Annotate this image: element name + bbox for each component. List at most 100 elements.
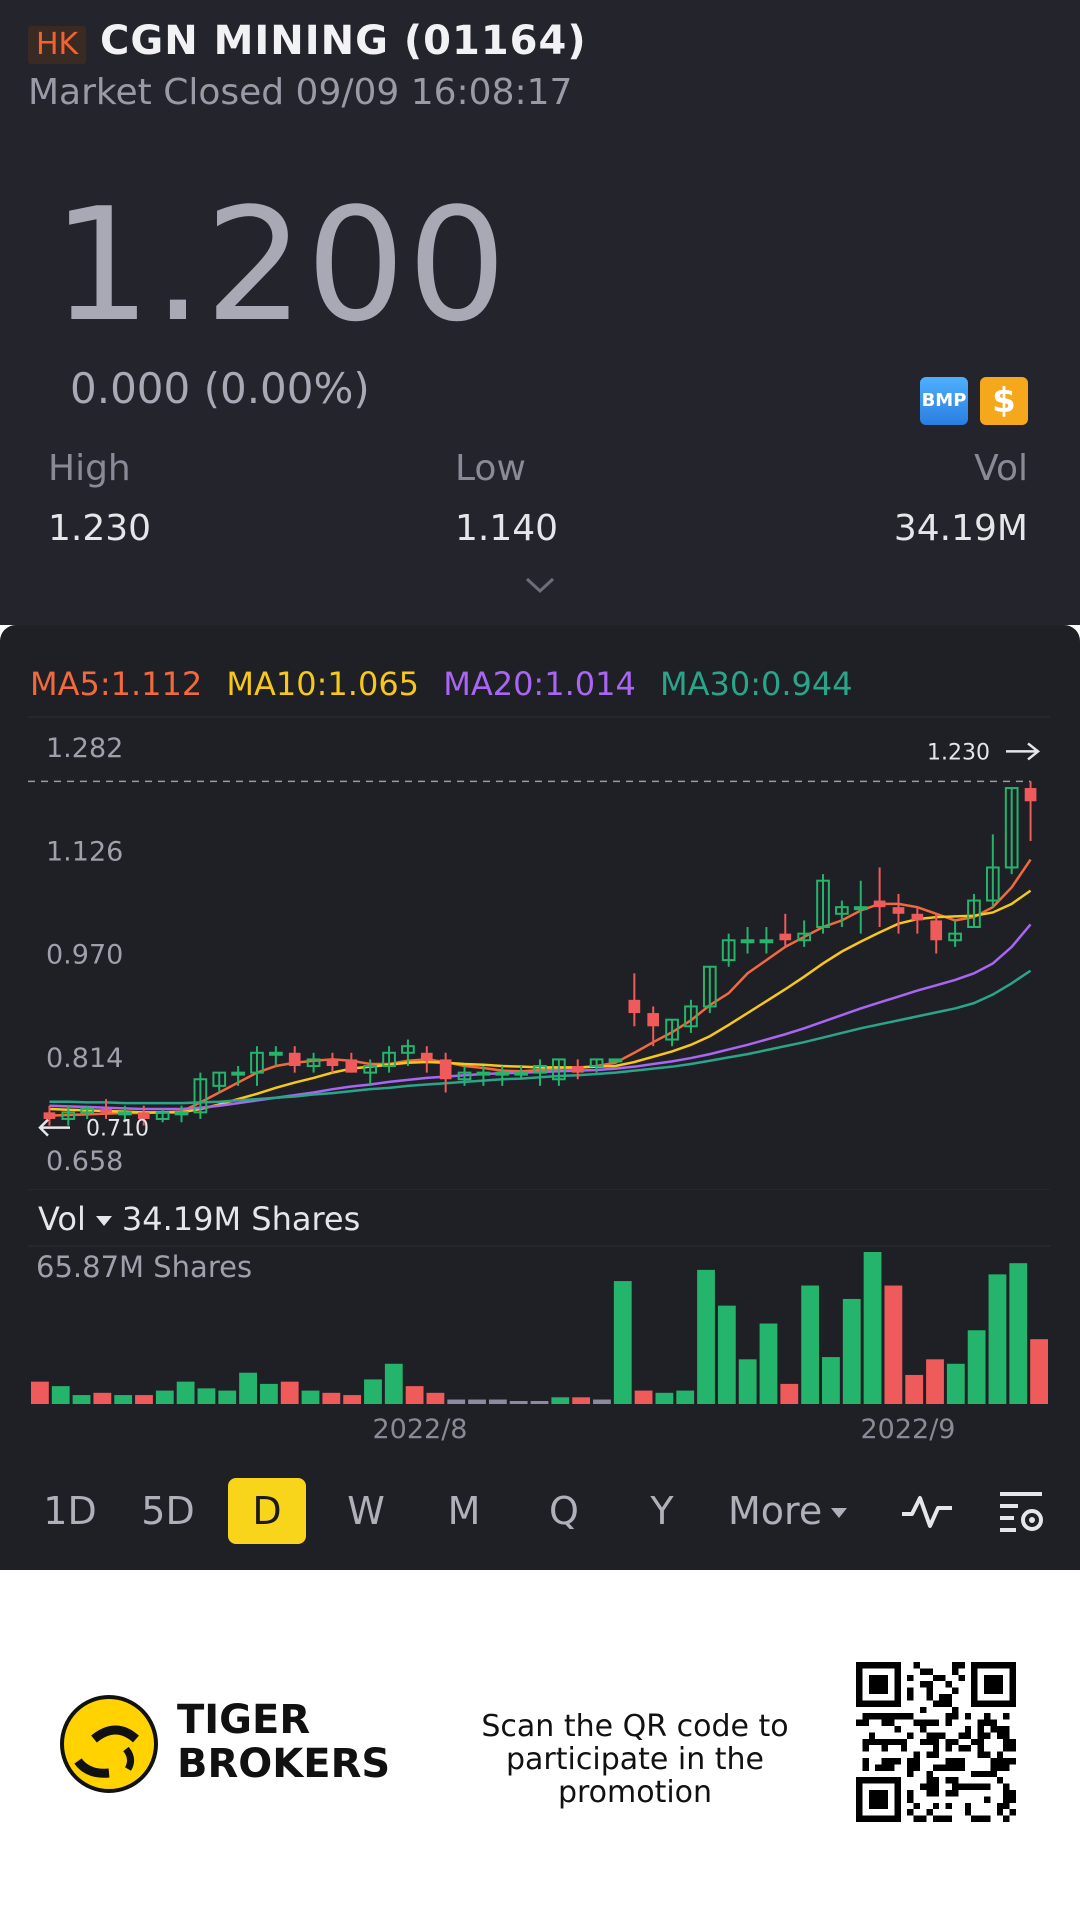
quote-header: HK CGN MINING (01164) Market Closed 09/0… [0,0,1080,625]
qr-module [984,1783,991,1790]
candle-body [345,1059,358,1073]
qr-module [952,1777,959,1784]
candle [155,1109,170,1123]
tab-q[interactable]: Q [549,1489,579,1533]
low-label: Low [455,448,526,489]
volume-bar [364,1379,382,1404]
caret-down-icon[interactable] [95,1216,112,1226]
qr-module [900,1738,908,1746]
tab-1d[interactable]: 1D [43,1489,97,1533]
y-tick-label: 0.658 [46,1146,123,1177]
tab-w[interactable]: W [347,1489,385,1533]
qr-module [926,1719,933,1726]
candle-body [43,1112,56,1119]
volume-bar [1009,1263,1028,1404]
candlestick-chart[interactable]: 1.282 1.126 0.970 0.814 0.658 1.230 0.710 [0,715,1080,1190]
chevron-down-icon[interactable] [524,575,556,595]
candle [759,927,774,954]
qr-module [932,1674,940,1682]
candle-body [155,1111,170,1120]
candle-body [985,866,1000,902]
qr-module [862,1764,869,1771]
tab-5d[interactable]: 5D [141,1489,195,1533]
qr-module [1003,1758,1010,1765]
candle [1004,787,1019,875]
tab-d[interactable]: D [228,1478,306,1544]
volume-bar [239,1372,257,1404]
stock-title[interactable]: CGN MINING (01164) [100,18,587,64]
qr-module [990,1764,997,1771]
candle-body [1024,788,1037,802]
qr-module [952,1758,959,1765]
qr-module [881,1745,888,1752]
qr-module [1003,1815,1010,1822]
ma30-label: MA30:0.944 [659,665,853,703]
qr-module [1003,1726,1010,1733]
qr-module [952,1783,959,1790]
qr-module [939,1764,946,1771]
candle [665,1018,679,1047]
volume-chart[interactable] [0,1240,1080,1440]
candle-body [608,1058,623,1063]
candle-body [533,1065,547,1074]
dollar-badge-icon[interactable]: $ [980,377,1028,425]
qr-module [926,1694,933,1701]
arrow-right-icon [1006,742,1041,761]
qr-module [971,1770,978,1778]
qr-module [945,1694,952,1701]
qr-module [996,1802,1004,1810]
y-tick-label: 1.282 [46,733,123,764]
tab-y[interactable]: Y [650,1489,674,1533]
qr-module [913,1662,920,1669]
candle [288,1046,301,1073]
volume-bar [384,1363,403,1404]
volume-bar [801,1285,820,1404]
candle [702,965,717,1014]
candle [967,893,981,929]
candle-body [212,1071,227,1087]
volume-header[interactable]: Vol 34.19M Shares [38,1200,360,1238]
volume-bar [176,1381,195,1404]
qr-module [971,1783,978,1790]
candle [1024,781,1037,841]
volume-bar [822,1357,840,1404]
qr-module [913,1815,920,1822]
candle [476,1066,491,1086]
qr-module [907,1674,914,1682]
qr-module [932,1738,940,1746]
market-status: Market Closed 09/09 16:08:17 [28,72,573,113]
volume-bar [51,1386,70,1404]
high-label: High [48,448,131,489]
volume-bar [1030,1339,1048,1404]
qr-module [900,1713,908,1720]
qr-module [945,1745,952,1752]
qr-module [964,1745,972,1752]
candle [193,1072,208,1119]
qr-module [862,1719,869,1726]
candle-body [269,1051,283,1056]
tab-m[interactable]: M [447,1489,481,1533]
qr-module [964,1732,972,1739]
qr-module [958,1783,965,1790]
candle-body [684,1005,698,1028]
qr-module [964,1713,972,1720]
candle [628,973,641,1027]
chart-settings-icon[interactable] [996,1488,1048,1536]
tab-more[interactable]: More [728,1478,858,1544]
bmp-badge-icon[interactable]: BMP [920,377,968,425]
qr-module [977,1719,984,1726]
candle-body [382,1051,396,1068]
arrow-left-icon [38,1118,70,1137]
candle [401,1039,415,1067]
candle-body [665,1018,679,1041]
candle [853,880,868,934]
qr-module [971,1738,978,1746]
volume-bar [905,1374,924,1404]
qr-module [958,1674,965,1682]
x-axis: 2022/8 2022/9 [373,1414,956,1445]
ma10-label: MA10:1.065 [226,665,420,703]
indicator-icon[interactable] [900,1488,954,1534]
qr-code-icon[interactable] [856,1662,1016,1822]
qr-module [894,1738,901,1746]
candle [43,1105,56,1126]
